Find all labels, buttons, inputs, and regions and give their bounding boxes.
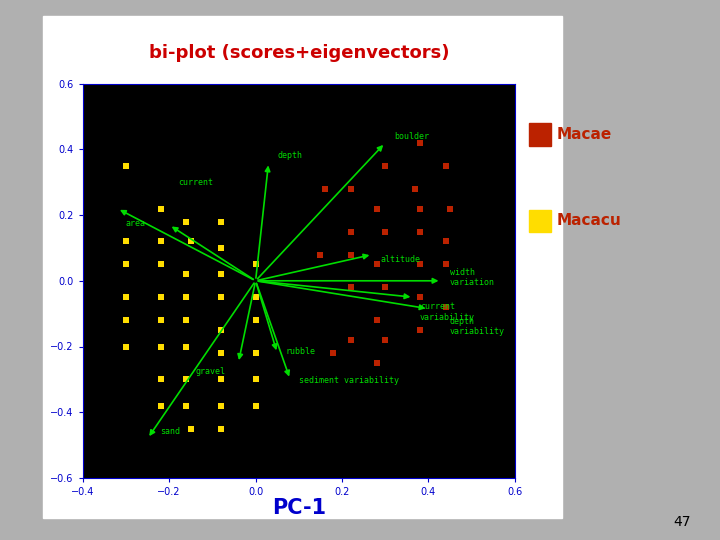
Text: depth
variability: depth variability (450, 317, 505, 336)
Text: Macacu: Macacu (557, 213, 621, 228)
Text: current: current (178, 178, 213, 187)
Text: sand: sand (161, 428, 181, 436)
Text: 47: 47 (674, 515, 691, 529)
Text: current
variability: current variability (420, 302, 474, 322)
Text: PC-1: PC-1 (271, 498, 326, 518)
Text: area: area (126, 219, 146, 228)
Text: boulder: boulder (394, 132, 429, 141)
Text: Macae: Macae (557, 127, 612, 142)
Text: rubble: rubble (286, 347, 316, 356)
Text: sediment variability: sediment variability (299, 376, 399, 386)
Text: gravel: gravel (195, 367, 225, 376)
Text: bi-plot (scores+eigenvectors): bi-plot (scores+eigenvectors) (148, 44, 449, 62)
Text: depth: depth (277, 151, 302, 160)
Text: width
variation: width variation (450, 268, 495, 287)
Text: altitude: altitude (381, 255, 421, 264)
